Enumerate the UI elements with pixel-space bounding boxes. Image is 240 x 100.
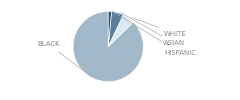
- Text: HISPANIC: HISPANIC: [112, 11, 196, 56]
- Wedge shape: [73, 11, 143, 82]
- Text: BLACK: BLACK: [37, 41, 92, 77]
- Wedge shape: [108, 11, 112, 47]
- Text: WHITE: WHITE: [132, 18, 187, 37]
- Wedge shape: [108, 15, 133, 47]
- Wedge shape: [108, 12, 123, 47]
- Text: ASIAN: ASIAN: [120, 12, 185, 46]
